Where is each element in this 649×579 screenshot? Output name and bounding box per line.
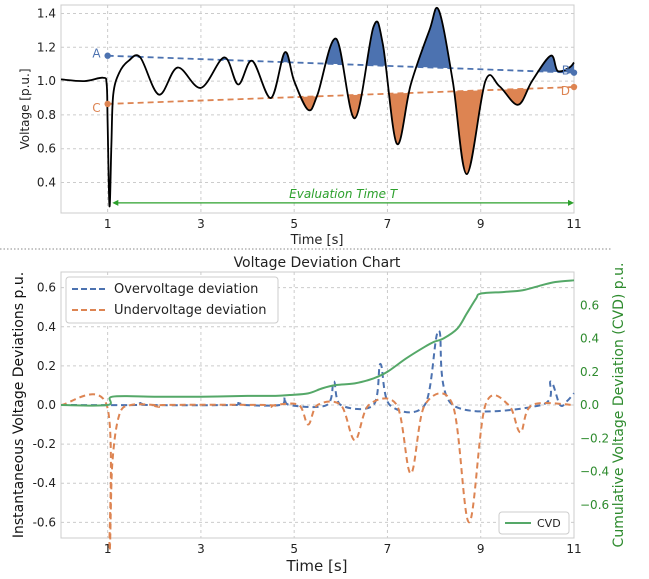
deviation-y-tick-label: 0.2	[37, 359, 56, 373]
voltage-y-tick-label: 0.4	[37, 176, 56, 190]
deviation-series	[60, 279, 575, 552]
deviation-x-tick-label: 5	[290, 542, 298, 556]
undervoltage-deviation-line	[60, 392, 575, 552]
cvd-y-tick-label: −0.6	[580, 498, 609, 512]
deviation-x-axis-label: Time [s]	[286, 557, 348, 575]
cvd-tick-labels: −0.6 −0.4 −0.2 0.0 0.2 0.4 0.6	[580, 298, 609, 512]
deviation-legend-box	[65, 276, 279, 324]
deviation-y-tick-label: -0.4	[33, 476, 56, 490]
cvd-legend: CVD	[498, 511, 570, 535]
deviation-y-axis-label: Instantaneous Voltage Deviations p.u.	[11, 272, 27, 538]
voltage-x-axis-label: Time [s]	[290, 233, 344, 248]
overvoltage-fill	[326, 38, 342, 65]
voltage-x-tick-label: 1	[104, 217, 112, 231]
reference-point-label: A	[92, 47, 101, 61]
voltage-x-tick-label: 11	[566, 217, 581, 231]
cvd-y-tick-label: −0.2	[580, 431, 609, 445]
cvd-y-tick-label: −0.4	[580, 465, 609, 479]
deviation-chart-title: Voltage Deviation Chart	[234, 255, 401, 271]
deviation-x-tick-label: 1	[104, 542, 112, 556]
upper-reference-line	[107, 54, 575, 74]
overvoltage-fill	[539, 55, 574, 73]
voltage-y-tick-label: 1.2	[37, 40, 56, 54]
deviation-chart: Voltage Deviation Chart 1 3 5 7 9 11 -0.6 -0.4 -…	[11, 255, 627, 575]
legend-label-over: Overvoltage deviation	[114, 282, 258, 297]
deviation-y-tick-label: 0.0	[37, 398, 56, 412]
legend-label-cvd: CVD	[537, 517, 561, 530]
voltage-y-tick-label: 0.6	[37, 142, 56, 156]
evaluation-time-label: Evaluation Time T	[289, 187, 399, 201]
reference-point-label: B	[562, 64, 570, 78]
reference-point-a	[104, 52, 111, 59]
voltage-x-tick-label: 5	[290, 217, 298, 231]
voltage-x-tick-label: 3	[197, 217, 205, 231]
cvd-y-tick-label: 0.6	[580, 298, 599, 312]
voltage-tick-labels: 1 3 5 7 9 11 0.4 0.6 0.8 1.0 1.2 1.4	[37, 6, 582, 231]
voltage-curve	[60, 7, 575, 208]
cvd-y-tick-label: 0.2	[580, 365, 599, 379]
evaluation-time-annotation: Evaluation Time T	[112, 187, 574, 206]
cvd-line	[60, 279, 575, 407]
deviation-legend: Overvoltage deviation Undervoltage devia…	[65, 276, 279, 324]
voltage-y-tick-label: 1.0	[37, 74, 56, 88]
voltage-x-tick-label: 7	[384, 217, 392, 231]
deviation-x-tick-label: 3	[197, 542, 205, 556]
overvoltage-fill	[366, 21, 386, 66]
deviation-x-tick-label: 9	[477, 542, 485, 556]
voltage-grid	[61, 5, 575, 213]
deviation-y-tick-label: -0.2	[33, 437, 56, 451]
reference-point-d	[570, 83, 578, 91]
reference-points: A B C D	[92, 47, 578, 115]
cvd-y-axis-label: Cumulative Voltage Deviation (CVD) p.u.	[611, 263, 627, 548]
cvd-y-tick-label: 0.0	[580, 398, 599, 412]
deviation-y-tick-label: 0.6	[37, 281, 56, 295]
voltage-y-axis-label: Voltage [p.u.]	[18, 68, 32, 149]
voltage-x-tick-label: 9	[477, 217, 485, 231]
voltage-series	[60, 7, 575, 208]
evaluation-arrow-head-left	[112, 199, 119, 206]
voltage-y-tick-label: 0.8	[37, 108, 56, 122]
deviation-y-tick-label: -0.6	[33, 515, 56, 529]
voltage-chart: A B C D 1 3 5 7 9 11 0.4 0.6 0.8 1.0 1.2 1.4 Evaluatio…	[18, 4, 582, 248]
voltage-plot-area	[60, 4, 575, 214]
reference-point-c	[104, 100, 111, 108]
deviation-tick-labels: 1 3 5 7 9 11 -0.6 -0.4 -0.2 0.0 0.2 0.4 0.6	[33, 281, 582, 556]
deviation-y-tick-label: 0.4	[37, 320, 56, 334]
deviation-x-tick-label: 7	[384, 542, 392, 556]
cvd-y-tick-label: 0.4	[580, 332, 599, 346]
reference-point-b	[570, 69, 578, 76]
deviation-x-tick-label: 11	[566, 542, 581, 556]
voltage-y-tick-label: 1.4	[37, 6, 56, 20]
legend-label-under: Undervoltage deviation	[114, 303, 266, 318]
reference-point-label: D	[561, 84, 570, 98]
reference-point-label: C	[92, 101, 100, 115]
cvd-legend-box	[498, 511, 570, 535]
evaluation-arrow-head-right	[568, 199, 574, 206]
lower-reference-line	[107, 86, 575, 105]
